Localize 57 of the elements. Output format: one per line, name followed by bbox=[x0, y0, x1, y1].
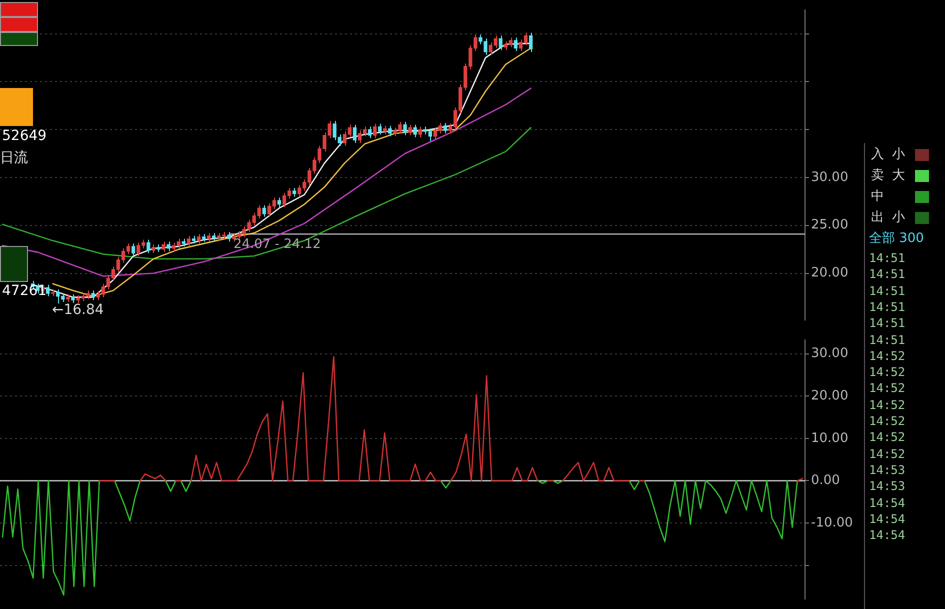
y-tick-label: 20.00 bbox=[811, 266, 848, 281]
text: 14:54 bbox=[869, 528, 906, 544]
text: 出 小 bbox=[871, 210, 908, 225]
text: 14:51 bbox=[869, 284, 906, 299]
y-tick-label: 30.00 bbox=[811, 170, 848, 185]
y-tick-label: 25.00 bbox=[811, 218, 848, 233]
candlestick bbox=[227, 232, 231, 242]
candlestick bbox=[388, 125, 392, 137]
candlestick bbox=[166, 241, 170, 252]
candlestick bbox=[196, 233, 201, 244]
candlestick bbox=[528, 32, 533, 52]
text: 卖 大 bbox=[871, 168, 908, 183]
annotation: ←16.84 bbox=[52, 302, 104, 318]
candlestick bbox=[277, 197, 282, 208]
y-tick-label: 20.00 bbox=[811, 388, 848, 404]
text: 14:52 bbox=[869, 414, 906, 429]
candlestick bbox=[146, 239, 150, 254]
text: 14:52 bbox=[869, 365, 906, 380]
y-tick-label: 30.00 bbox=[811, 346, 848, 362]
candlestick bbox=[403, 121, 407, 136]
y-tick-label: 0.00 bbox=[811, 473, 840, 488]
text: 中 bbox=[871, 189, 886, 204]
candlestick bbox=[443, 122, 448, 134]
annotation: 日流 bbox=[0, 150, 28, 166]
annotation: 47261 bbox=[2, 283, 47, 299]
candlestick bbox=[408, 124, 412, 136]
text: 14:52 bbox=[869, 348, 906, 364]
candlestick bbox=[352, 124, 357, 144]
candlestick bbox=[368, 126, 372, 139]
candlestick bbox=[514, 37, 518, 52]
annotation: 52649 bbox=[2, 128, 47, 144]
candlestick bbox=[91, 290, 95, 301]
text: 14:51 bbox=[869, 300, 906, 315]
text: 14:51 bbox=[869, 251, 906, 266]
text: 14:52 bbox=[869, 381, 906, 396]
candlestick bbox=[418, 126, 422, 138]
candlestick bbox=[162, 241, 166, 253]
text: 入 小 bbox=[871, 147, 908, 162]
text: 14:51 bbox=[869, 332, 906, 348]
y-tick-label: -10.00 bbox=[811, 515, 853, 530]
candlestick bbox=[413, 124, 417, 138]
text: 14:53 bbox=[869, 479, 906, 494]
candlestick bbox=[132, 243, 136, 257]
candlestick bbox=[498, 35, 502, 51]
text: 14:52 bbox=[869, 446, 906, 462]
text: 14:53 bbox=[869, 462, 906, 478]
candlestick bbox=[186, 235, 190, 247]
candlestick bbox=[378, 123, 382, 135]
text: 全部 300 bbox=[869, 231, 924, 246]
y-tick-label: 10.00 bbox=[811, 430, 848, 446]
text: 14:52 bbox=[869, 430, 906, 446]
candlestick bbox=[373, 123, 377, 139]
text: 14:51 bbox=[869, 267, 906, 282]
text: 14:54 bbox=[869, 496, 906, 510]
text: 14:52 bbox=[869, 398, 906, 413]
text: 14:54 bbox=[869, 512, 906, 527]
text: 14:51 bbox=[869, 316, 906, 332]
